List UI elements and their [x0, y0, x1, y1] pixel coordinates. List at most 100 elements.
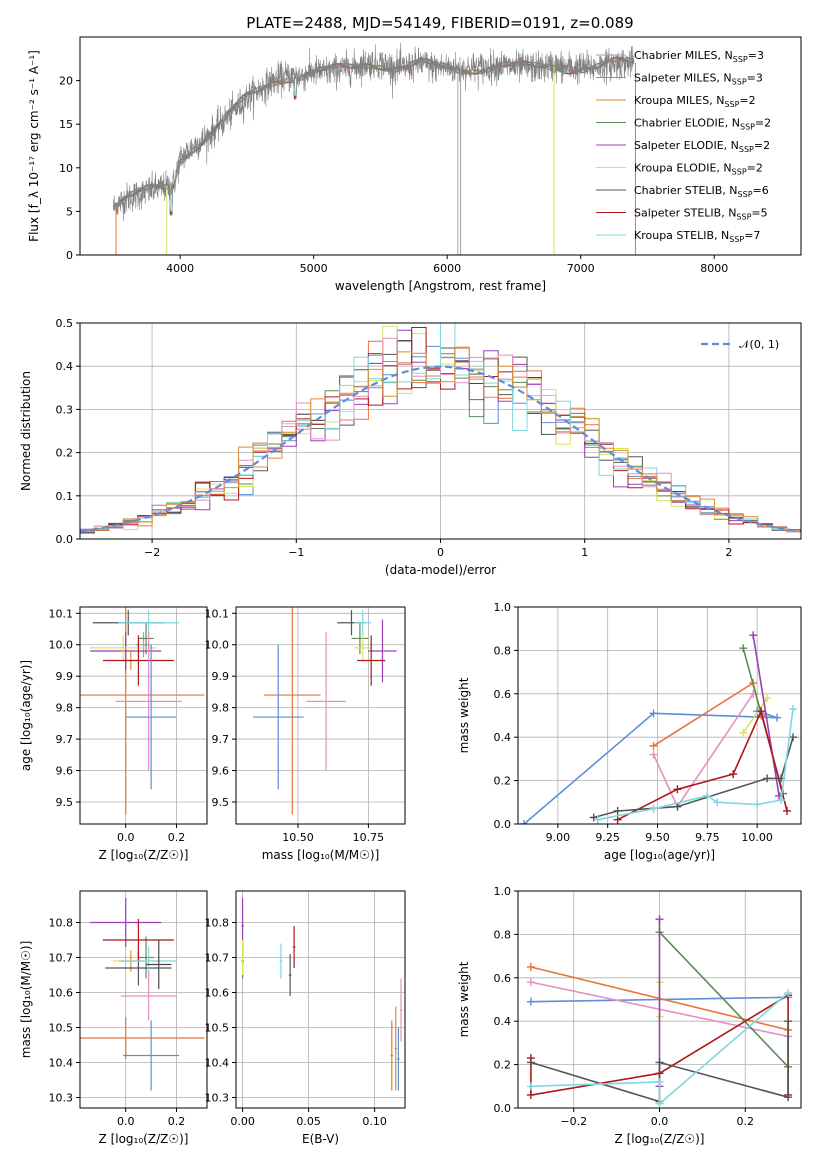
y-tick-label: 9.8	[56, 702, 74, 715]
plot-area	[80, 607, 205, 815]
model-spectrum	[113, 56, 635, 212]
y-tick-label: 10.1	[205, 607, 230, 620]
legend-name: Salpeter MILES, N	[634, 72, 732, 85]
x-tick-label: 0.05	[296, 1115, 321, 1128]
mass-weight-marker	[773, 713, 782, 722]
plot-area	[519, 631, 798, 824]
mass-weight-vs-metallicity-panel: −0.2 0.0 0.2 0.0 0.2 0.4 0.6 0.8 1.0 Z [log₁₀(Z/Z…	[457, 885, 802, 1146]
legend-count: =6	[753, 184, 769, 197]
x-tick-label: −1	[288, 546, 304, 559]
x-tick-label: 0.2	[737, 1115, 755, 1128]
axes-frame	[79, 322, 802, 540]
legend-name: Kroupa MILES, N	[634, 94, 724, 107]
mass-vs-extinction-panel: 0.00 0.05 0.10 10.3 10.4 10.5 10.6 10.7 10.8 E(B-…	[205, 890, 406, 1146]
legend-count: =2	[739, 94, 755, 107]
x-tick-label: −0.2	[560, 1115, 587, 1128]
y-tick-label: 10.5	[205, 1022, 230, 1035]
mass-vs-metallicity-panel: 0.0 0.2 10.3 10.4 10.5 10.6 10.7 10.8 Z [log₁₀(Z…	[19, 890, 208, 1146]
figure-title: PLATE=2488, MJD=54149, FIBERID=0191, z=0…	[246, 14, 633, 32]
grid-lines	[80, 891, 207, 1108]
legend-count: =3	[748, 49, 764, 62]
mass-weight-marker	[763, 694, 772, 703]
y-tick-label: 9.7	[56, 733, 74, 746]
y-axis-label: mass [log₁₀(M/M☉)]	[19, 941, 33, 1059]
x-tick-label: 0.0	[651, 1115, 669, 1128]
mass-weight-line	[530, 992, 789, 1106]
legend-name: Chabrier STELIB, N	[634, 184, 738, 197]
plot-area	[80, 898, 205, 1091]
legend-subscript: SSP	[733, 55, 748, 64]
plot-area	[526, 915, 793, 1108]
x-tick-label: 0.10	[362, 1115, 387, 1128]
mass-weight-marker	[784, 1093, 793, 1102]
legend-name: Kroupa STELIB, N	[634, 229, 729, 242]
y-tick-label: 10.8	[205, 917, 230, 930]
mass-weight-marker	[526, 1058, 535, 1067]
legend-subscript: SSP	[729, 235, 744, 244]
mass-weight-marker	[519, 820, 528, 824]
legend-entry: Salpeter ELODIE, NSSP=2	[634, 139, 770, 154]
axes-frame	[517, 606, 802, 825]
model-spectrum	[113, 56, 635, 216]
mass-weight-marker	[763, 774, 772, 783]
legend-subscript: SSP	[732, 78, 747, 87]
x-tick-label: 10.75	[353, 831, 385, 844]
x-axis-label: wavelength [Angstrom, rest frame]	[335, 279, 546, 293]
legend-entry: Kroupa MILES, NSSP=2	[634, 94, 756, 109]
x-axis-label: age [log₁₀(age/yr)]	[604, 848, 715, 862]
grid-lines	[236, 607, 405, 824]
y-tick-label: 10.8	[49, 917, 74, 930]
y-tick-label: 0.4	[56, 360, 74, 373]
legend-name: Salpeter ELODIE, N	[634, 139, 739, 152]
mass-weight-marker	[526, 997, 535, 1006]
x-tick-label: 0.0	[117, 1115, 135, 1128]
mass-weight-marker	[593, 815, 602, 824]
x-tick-label: 2	[725, 546, 732, 559]
legend-count: =2	[755, 117, 771, 130]
y-tick-label: 0.8	[494, 644, 512, 657]
x-tick-label: 9.50	[645, 831, 670, 844]
legend-count: =7	[744, 229, 760, 242]
legend-subscript: SSP	[739, 145, 754, 154]
axes-frame	[517, 890, 802, 1109]
x-tick-label: 1	[581, 546, 588, 559]
mass-weight-marker	[784, 1017, 793, 1026]
mass-weight-marker	[673, 802, 682, 811]
model-spectrum	[113, 56, 635, 216]
y-tick-label: 9.6	[212, 765, 230, 778]
axes-frame	[235, 606, 406, 825]
age-vs-metallicity-panel: 0.0 0.2 9.5 9.6 9.7 9.8 9.9 10.0 10.1 Z [log₁₀(Z/…	[19, 606, 208, 862]
plot-area	[80, 323, 801, 539]
y-tick-label: 9.5	[212, 796, 230, 809]
mass-weight-line	[658, 931, 789, 1068]
y-tick-label: 0.2	[494, 775, 512, 788]
y-tick-label: 0.0	[494, 1102, 512, 1115]
mass-weight-line	[742, 697, 768, 734]
y-tick-label: 10.5	[49, 1022, 74, 1035]
axes-frame	[79, 890, 208, 1109]
x-tick-label: 0.2	[168, 831, 186, 844]
x-tick-label: 9.25	[595, 831, 620, 844]
legend-name: Chabrier ELODIE, N	[634, 117, 740, 130]
y-tick-label: 0.2	[494, 1059, 512, 1072]
y-tick-label: 10.1	[49, 607, 74, 620]
y-axis-label: mass weight	[457, 961, 471, 1037]
mass-weight-line	[523, 710, 778, 824]
legend-subscript: SSP	[724, 100, 739, 109]
legend-entry: Salpeter STELIB, NSSP=5	[634, 207, 768, 222]
legend-subscript: SSP	[732, 168, 747, 177]
mass-weight-marker	[753, 800, 762, 809]
spectrum-panel: 4000 5000 6000 7000 8000 0 5 10 15 20 wavelength […	[27, 36, 802, 293]
mass-weight-marker	[713, 798, 722, 807]
mass-weight-marker	[613, 815, 622, 824]
mass-weight-marker	[655, 1077, 664, 1086]
y-tick-label: 0.4	[494, 731, 512, 744]
observed-spectrum	[113, 42, 635, 222]
x-tick-label: 5000	[300, 262, 328, 275]
model-spectrum	[113, 57, 635, 214]
y-tick-label: 20	[59, 75, 73, 88]
y-tick-label: 0.0	[56, 533, 74, 546]
mass-weight-marker	[749, 631, 758, 640]
